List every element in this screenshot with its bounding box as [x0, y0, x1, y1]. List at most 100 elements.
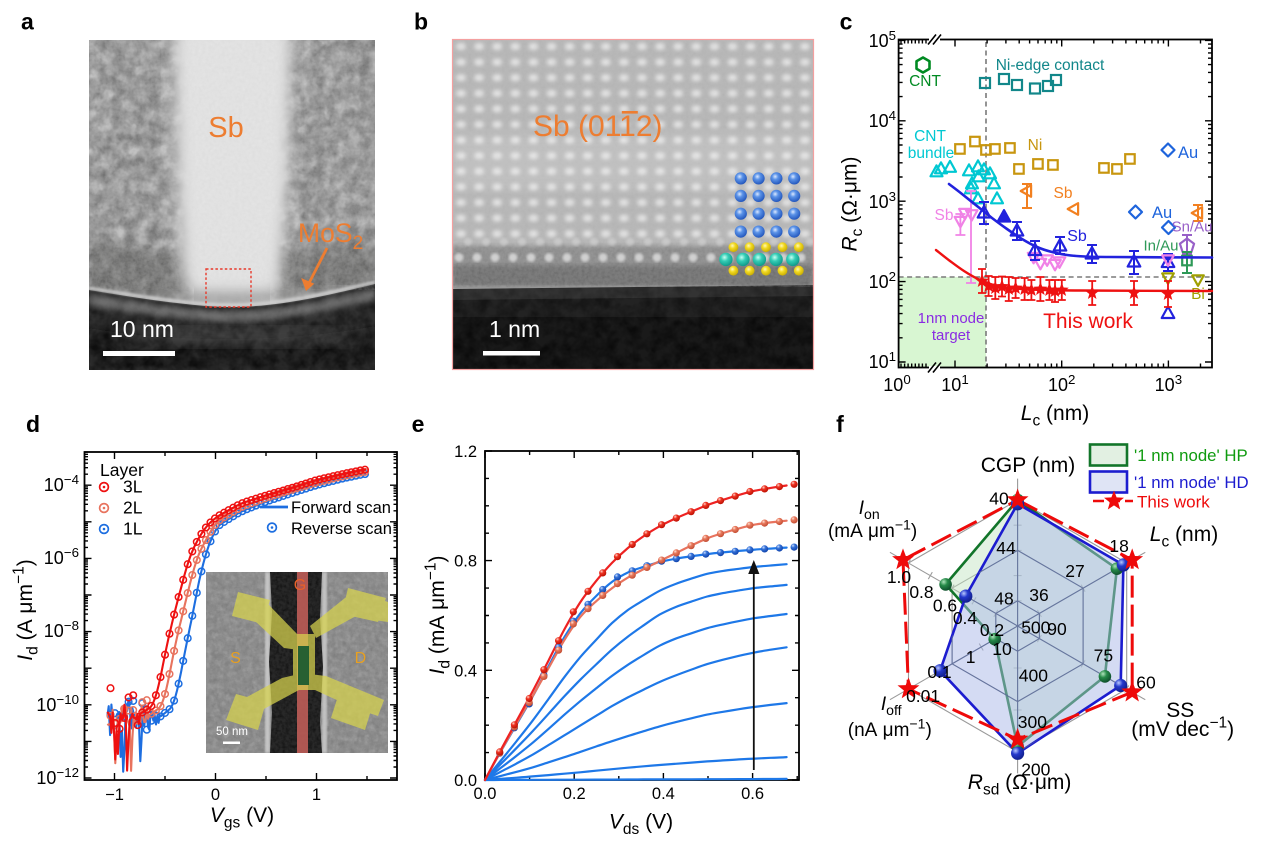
svg-text:1 nm: 1 nm	[489, 316, 540, 342]
svg-text:Sb: Sb	[1067, 228, 1087, 245]
svg-text:0.4: 0.4	[652, 785, 675, 803]
svg-text:Ion: Ion	[859, 498, 880, 522]
svg-text:This work: This work	[1043, 310, 1133, 333]
svg-text:(mA μm−1): (mA μm−1)	[828, 516, 917, 542]
svg-text:S: S	[230, 650, 241, 667]
svg-text:10 nm: 10 nm	[110, 316, 174, 342]
svg-text:75: 75	[1094, 646, 1113, 666]
svg-text:1.2: 1.2	[454, 443, 477, 461]
svg-text:0.6: 0.6	[933, 596, 957, 616]
svg-text:CNT: CNT	[914, 128, 946, 145]
svg-text:0.4: 0.4	[454, 662, 477, 680]
svg-text:1nm node: 1nm node	[918, 310, 985, 327]
svg-text:Lc (nm): Lc (nm)	[1021, 402, 1089, 430]
svg-text:0.2: 0.2	[563, 785, 586, 803]
svg-text:0.2: 0.2	[980, 620, 1004, 640]
svg-text:Au: Au	[1178, 144, 1198, 162]
svg-text:10−6: 10−6	[44, 545, 79, 568]
svg-text:0.6: 0.6	[741, 785, 764, 803]
svg-text:(nA μm−1): (nA μm−1)	[848, 715, 932, 741]
svg-text:Rsd (Ω·μm): Rsd (Ω·μm)	[968, 771, 1072, 799]
svg-text:Vds (V): Vds (V)	[609, 811, 673, 839]
svg-text:10−4: 10−4	[44, 472, 79, 495]
svg-text:Rc (Ω·μm): Rc (Ω·μm)	[839, 156, 867, 251]
svg-text:Ni: Ni	[1028, 137, 1043, 154]
svg-text:Forward scan: Forward scan	[291, 499, 391, 517]
svg-text:Reverse scan: Reverse scan	[291, 520, 392, 538]
svg-text:Sn/Au: Sn/Au	[1172, 219, 1213, 236]
svg-text:104: 104	[869, 108, 896, 131]
svg-text:10−10: 10−10	[36, 692, 79, 715]
svg-text:bundle: bundle	[908, 145, 955, 162]
svg-text:90: 90	[1047, 619, 1067, 639]
svg-text:This work: This work	[1137, 493, 1210, 512]
svg-text:27: 27	[1065, 561, 1084, 581]
svg-text:0.0: 0.0	[454, 772, 477, 790]
svg-text:Vgs (V): Vgs (V)	[210, 804, 274, 832]
svg-text:0.0: 0.0	[474, 785, 497, 803]
svg-text:In/Au: In/Au	[1143, 238, 1178, 255]
svg-text:103: 103	[869, 189, 896, 212]
svg-text:d: d	[26, 411, 40, 437]
svg-text:e: e	[412, 411, 425, 437]
svg-text:48: 48	[994, 589, 1013, 609]
svg-text:SS: SS	[1166, 699, 1194, 722]
svg-text:Id (mA μm−1): Id (mA μm−1)	[423, 556, 454, 675]
svg-text:1: 1	[966, 647, 976, 667]
svg-text:Sb: Sb	[1054, 185, 1073, 202]
svg-text:101: 101	[941, 372, 968, 395]
svg-text:36: 36	[1029, 585, 1048, 605]
svg-text:3L: 3L	[123, 477, 143, 497]
svg-text:f: f	[836, 411, 844, 437]
svg-text:200: 200	[1021, 760, 1050, 780]
svg-text:Ni-edge contact: Ni-edge contact	[996, 57, 1105, 74]
svg-text:0.01: 0.01	[906, 686, 940, 706]
svg-text:0.4: 0.4	[953, 608, 978, 628]
svg-text:400: 400	[1019, 666, 1048, 686]
svg-text:Ioff: Ioff	[881, 694, 902, 718]
svg-text:Lc (nm): Lc (nm)	[1150, 523, 1218, 551]
svg-text:10: 10	[992, 639, 1012, 659]
svg-text:b: b	[414, 9, 428, 35]
svg-text:Layer: Layer	[100, 460, 144, 480]
svg-text:40: 40	[989, 489, 1009, 509]
svg-text:18: 18	[1109, 536, 1128, 556]
svg-text:Sb: Sb	[208, 112, 243, 144]
svg-text:'1 nm node' HP: '1 nm node' HP	[1134, 446, 1248, 465]
svg-text:100: 100	[883, 372, 910, 395]
svg-text:1: 1	[312, 786, 321, 804]
svg-text:102: 102	[1048, 372, 1075, 395]
svg-text:0.8: 0.8	[454, 553, 477, 571]
svg-text:0.8: 0.8	[909, 582, 933, 602]
svg-text:Au: Au	[1152, 204, 1172, 222]
svg-text:a: a	[21, 9, 34, 35]
svg-text:G: G	[294, 577, 306, 594]
svg-text:103: 103	[1155, 372, 1182, 395]
svg-text:50 nm: 50 nm	[216, 726, 248, 738]
svg-text:'1 nm node' HD: '1 nm node' HD	[1134, 473, 1249, 492]
svg-text:Id (A μm−1): Id (A μm−1)	[11, 559, 42, 660]
svg-text:105: 105	[869, 28, 896, 51]
svg-text:102: 102	[869, 269, 896, 292]
svg-text:target: target	[932, 327, 971, 344]
svg-text:D: D	[355, 650, 367, 667]
svg-text:Sb (0112): Sb (0112)	[533, 110, 663, 143]
svg-text:Bi: Bi	[1191, 286, 1205, 303]
svg-text:1L: 1L	[123, 519, 143, 539]
svg-text:0: 0	[211, 786, 220, 804]
svg-text:−1: −1	[105, 786, 124, 804]
svg-text:1.0: 1.0	[887, 567, 912, 587]
svg-text:60: 60	[1136, 673, 1156, 693]
svg-text:Sb: Sb	[935, 207, 954, 224]
svg-text:(mV dec−1): (mV dec−1)	[1131, 715, 1234, 741]
svg-text:300: 300	[1018, 712, 1047, 732]
svg-text:2L: 2L	[123, 498, 143, 518]
svg-text:10−12: 10−12	[36, 765, 79, 788]
svg-text:CNT: CNT	[909, 73, 941, 90]
svg-text:c: c	[840, 9, 853, 35]
svg-text:44: 44	[996, 538, 1016, 558]
svg-text:CGP (nm): CGP (nm)	[981, 454, 1076, 477]
svg-text:0.1: 0.1	[927, 662, 951, 682]
svg-text:MoS2: MoS2	[298, 218, 363, 254]
svg-text:500: 500	[1021, 618, 1050, 638]
